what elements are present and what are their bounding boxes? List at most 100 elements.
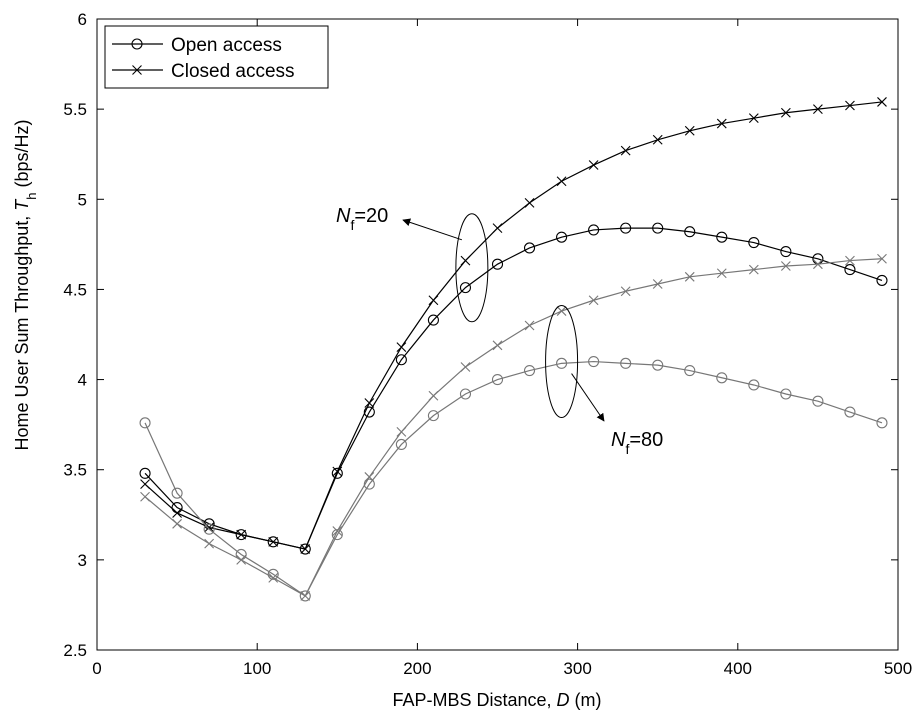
data-point bbox=[396, 426, 407, 437]
legend-marker bbox=[131, 38, 143, 50]
data-point bbox=[716, 268, 727, 279]
x-tick-label: 400 bbox=[724, 659, 752, 678]
data-point bbox=[652, 359, 664, 371]
data-point bbox=[363, 406, 375, 418]
series-line bbox=[144, 101, 883, 550]
data-point bbox=[331, 529, 343, 541]
data-point bbox=[524, 198, 535, 208]
data-point bbox=[684, 125, 695, 136]
plot-frame bbox=[96, 18, 899, 651]
data-point bbox=[460, 362, 471, 372]
data-point bbox=[204, 538, 215, 549]
x-tick-label: 0 bbox=[92, 659, 101, 678]
data-point bbox=[620, 222, 632, 234]
group-ellipse bbox=[545, 305, 579, 419]
data-point bbox=[427, 410, 439, 422]
data-point bbox=[491, 258, 504, 270]
data-point bbox=[556, 357, 568, 369]
y-tick-label: 6 bbox=[78, 10, 87, 29]
data-point bbox=[523, 365, 536, 377]
data-point bbox=[395, 438, 407, 451]
data-point bbox=[716, 372, 728, 384]
data-point bbox=[140, 491, 150, 502]
data-point bbox=[524, 320, 535, 331]
data-point bbox=[652, 279, 663, 289]
data-point bbox=[844, 264, 856, 276]
series-layer bbox=[139, 97, 888, 602]
data-point bbox=[332, 466, 343, 477]
data-point bbox=[428, 390, 439, 401]
data-point bbox=[300, 544, 311, 554]
data-point bbox=[460, 255, 471, 266]
data-point bbox=[299, 590, 311, 602]
data-point bbox=[204, 522, 215, 533]
legend-label: Open access bbox=[171, 35, 282, 56]
data-point bbox=[652, 134, 663, 145]
data-point bbox=[363, 478, 375, 490]
data-point bbox=[235, 529, 247, 541]
data-point bbox=[172, 508, 182, 518]
data-point bbox=[492, 223, 503, 234]
plot-area bbox=[96, 18, 899, 651]
y-tick-label: 3.5 bbox=[63, 461, 87, 480]
data-point bbox=[812, 395, 824, 407]
data-point bbox=[299, 543, 311, 555]
annotation-nf20: Nf=20 bbox=[336, 205, 489, 323]
data-point bbox=[588, 355, 600, 368]
data-point bbox=[684, 271, 695, 282]
series-line bbox=[144, 258, 883, 597]
data-point bbox=[652, 222, 664, 234]
legend-box bbox=[104, 25, 329, 89]
data-point bbox=[267, 568, 279, 580]
annotation-arrow bbox=[571, 373, 605, 422]
data-point bbox=[140, 479, 150, 490]
data-point bbox=[236, 529, 247, 540]
data-point bbox=[267, 536, 279, 548]
data-point bbox=[428, 295, 439, 306]
data-point bbox=[684, 226, 696, 238]
data-point bbox=[459, 282, 472, 294]
legend: Open access Closed access bbox=[104, 25, 329, 89]
data-point bbox=[556, 231, 568, 243]
data-point bbox=[684, 365, 696, 377]
x-tick-label: 200 bbox=[403, 659, 431, 678]
data-point bbox=[780, 107, 791, 118]
data-point bbox=[813, 104, 823, 115]
data-point bbox=[459, 388, 472, 400]
axis-ticks: 0 100 200 300 400 500 2.5 3 3.5 4 4.5 5 5.5 6 bbox=[63, 10, 912, 678]
data-point bbox=[588, 160, 599, 170]
data-point bbox=[396, 342, 407, 353]
data-point bbox=[139, 467, 151, 479]
data-point bbox=[748, 113, 759, 124]
data-point bbox=[876, 417, 888, 429]
annotation-label: Nf=80 bbox=[611, 429, 663, 457]
x-tick-label: 500 bbox=[884, 659, 912, 678]
data-point bbox=[748, 379, 760, 391]
legend-item-circle: Open access bbox=[112, 35, 282, 56]
data-point bbox=[716, 118, 727, 129]
x-axis-label: FAP-MBS Distance, D (m) bbox=[392, 690, 601, 710]
annotations: Nf=20 Nf=80 bbox=[336, 205, 663, 457]
data-point bbox=[268, 536, 279, 547]
data-point bbox=[588, 295, 599, 306]
data-point bbox=[364, 398, 375, 408]
data-point bbox=[139, 417, 151, 429]
x-tick-label: 300 bbox=[563, 659, 591, 678]
y-tick-label: 5.5 bbox=[63, 100, 87, 119]
y-axis-label: Home User Sum Throughput, Th (bps/Hz) bbox=[12, 119, 39, 450]
legend-marker bbox=[132, 65, 142, 75]
y-tick-label: 4.5 bbox=[63, 280, 87, 299]
data-point bbox=[427, 314, 439, 326]
data-point bbox=[780, 388, 792, 400]
annotation-arrow bbox=[402, 218, 463, 241]
annotation-label: Nf=20 bbox=[336, 205, 388, 233]
data-point bbox=[556, 176, 567, 187]
data-point bbox=[556, 306, 567, 316]
group-ellipse bbox=[455, 213, 489, 323]
y-tick-label: 3 bbox=[78, 551, 87, 570]
data-point bbox=[844, 406, 856, 418]
data-point bbox=[171, 487, 183, 499]
legend-label: Closed access bbox=[171, 61, 295, 82]
data-point bbox=[845, 100, 855, 111]
